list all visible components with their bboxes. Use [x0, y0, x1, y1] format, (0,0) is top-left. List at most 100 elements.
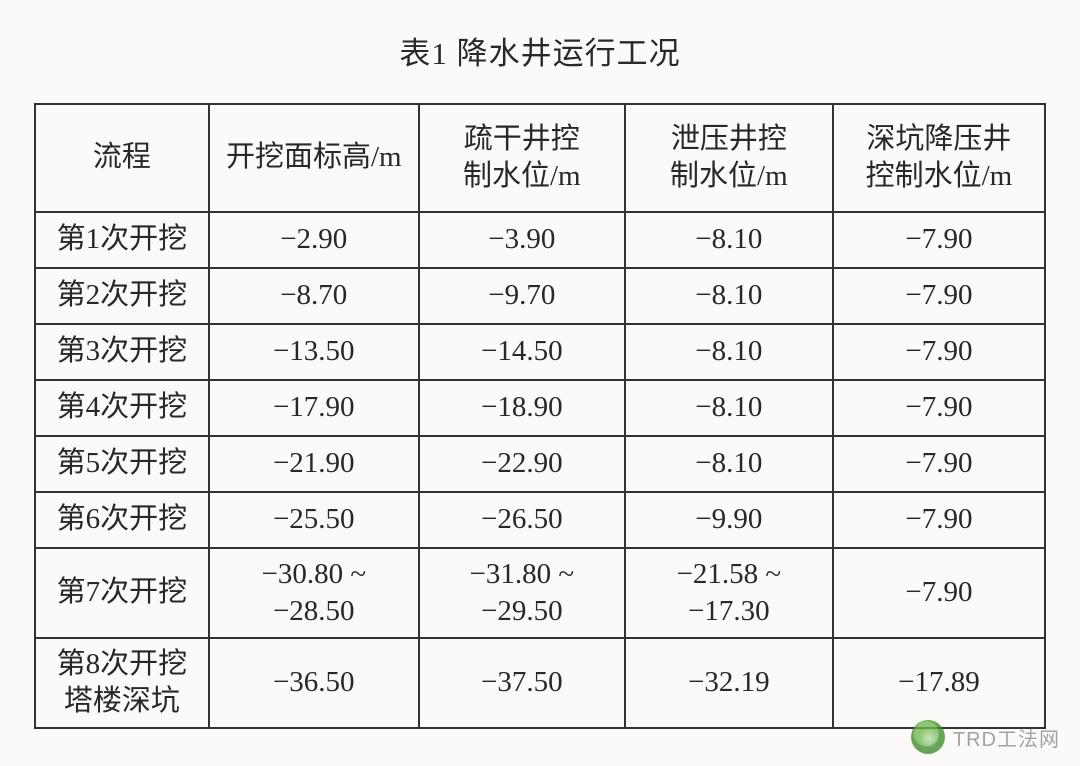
cell-text: −7.90: [905, 503, 972, 535]
header-row: 流程 开挖面标高/m 疏干井控制水位/m 泄压井控制水位/m 深坑降压井控制水位…: [35, 104, 1045, 212]
table-cell: −9.90: [625, 492, 833, 548]
cell-text: −9.90: [695, 503, 762, 535]
cell-text: −8.10: [695, 223, 762, 255]
table-cell: 第5次开挖: [35, 436, 209, 492]
table-row: 第5次开挖 −21.90 −22.90 −8.10 −7.90: [35, 436, 1045, 492]
table-cell: 第8次开挖塔楼深坑: [35, 638, 209, 728]
cell-text: −17.89: [898, 666, 980, 698]
watermark-text: TRD工法网: [953, 723, 1060, 752]
cell-text: −29.50: [481, 595, 563, 627]
cell-text: −32.19: [688, 666, 770, 698]
table-row: 第3次开挖 −13.50 −14.50 −8.10 −7.90: [35, 324, 1045, 380]
table-row: 第8次开挖塔楼深坑 −36.50 −37.50 −32.19 −17.89: [35, 638, 1045, 728]
table-cell: −17.90: [209, 380, 419, 436]
table-cell: −7.90: [833, 212, 1045, 268]
cell-text: −22.90: [481, 447, 563, 479]
table-cell: −17.89: [833, 638, 1045, 728]
cell-text: −17.90: [273, 391, 355, 423]
table-cell: −32.19: [625, 638, 833, 728]
cell-text: −30.80 ~: [261, 558, 366, 590]
table-cell: −30.80 ~ −28.50: [209, 548, 419, 638]
table-cell: −2.90: [209, 212, 419, 268]
cell-text: −13.50: [273, 335, 355, 367]
table-caption: 表1 降水井运行工况: [34, 28, 1046, 73]
table-cell: −8.10: [625, 324, 833, 380]
cell-text: −28.50: [273, 595, 355, 627]
col-deep-relief-well: 深坑降压井控制水位/m: [833, 104, 1045, 212]
cell-text: 第7次开挖: [57, 576, 188, 608]
table-body: 第1次开挖 −2.90 −3.90 −8.10 −7.90 第2次开挖 −8.70 −9.70…: [35, 212, 1045, 728]
cell-text: −7.90: [905, 576, 972, 608]
table-cell: −8.10: [625, 380, 833, 436]
watermark-logo-icon: [911, 720, 945, 754]
table-cell: 第2次开挖: [35, 268, 209, 324]
cell-text: −2.90: [280, 223, 347, 255]
cell-text: −7.90: [905, 335, 972, 367]
col-procedure: 流程: [35, 104, 209, 212]
cell-text: −9.70: [488, 279, 555, 311]
table-cell: −25.50: [209, 492, 419, 548]
cell-text: 塔楼深坑: [64, 685, 180, 717]
cell-text: −3.90: [488, 223, 555, 255]
table-cell: −8.10: [625, 268, 833, 324]
cell-text: −25.50: [273, 503, 355, 535]
table-cell: −7.90: [833, 548, 1045, 638]
table-cell: −14.50: [419, 324, 625, 380]
table-cell: 第6次开挖: [35, 492, 209, 548]
cell-text: 第1次开挖: [57, 223, 188, 255]
table-row: 第4次开挖 −17.90 −18.90 −8.10 −7.90: [35, 380, 1045, 436]
cell-text: −8.70: [280, 279, 347, 311]
cell-text: −7.90: [905, 279, 972, 311]
table-row: 第6次开挖 −25.50 −26.50 −9.90 −7.90: [35, 492, 1045, 548]
cell-text: 第8次开挖: [57, 648, 188, 680]
cell-text: −31.80 ~: [470, 558, 575, 590]
cell-text: 第5次开挖: [57, 447, 188, 479]
cell-text: −17.30: [688, 595, 770, 627]
cell-text: −8.10: [695, 447, 762, 479]
col-drain-well: 疏干井控制水位/m: [419, 104, 625, 212]
cell-text: −7.90: [905, 223, 972, 255]
table-row: 第2次开挖 −8.70 −9.70 −8.10 −7.90: [35, 268, 1045, 324]
col-excavation-elev: 开挖面标高/m: [209, 104, 419, 212]
table-cell: 第1次开挖: [35, 212, 209, 268]
cell-text: −21.90: [273, 447, 355, 479]
table-cell: −21.58 ~ −17.30: [625, 548, 833, 638]
cell-text: −8.10: [695, 391, 762, 423]
table-row: 第1次开挖 −2.90 −3.90 −8.10 −7.90: [35, 212, 1045, 268]
cell-text: −37.50: [481, 666, 563, 698]
table-cell: −8.10: [625, 212, 833, 268]
table-cell: −18.90: [419, 380, 625, 436]
col-relief-well: 泄压井控制水位/m: [625, 104, 833, 212]
cell-text: −36.50: [273, 666, 355, 698]
table-cell: −8.70: [209, 268, 419, 324]
table-cell: 第7次开挖: [35, 548, 209, 638]
table-cell: −21.90: [209, 436, 419, 492]
watermark: TRD工法网: [911, 720, 1060, 754]
table-cell: −36.50: [209, 638, 419, 728]
table-cell: −7.90: [833, 492, 1045, 548]
cell-text: −21.58 ~: [677, 558, 782, 590]
cell-text: 第6次开挖: [57, 503, 188, 535]
table-cell: −37.50: [419, 638, 625, 728]
cell-text: −7.90: [905, 391, 972, 423]
table-cell: −3.90: [419, 212, 625, 268]
page-root: 表1 降水井运行工况 流程 开挖面标高/m 疏干井控制水位/m 泄压井控制水位/…: [0, 0, 1080, 766]
table-cell: −31.80 ~ −29.50: [419, 548, 625, 638]
table-cell: −8.10: [625, 436, 833, 492]
table-cell: −7.90: [833, 268, 1045, 324]
cell-text: 第2次开挖: [57, 279, 188, 311]
table-cell: −26.50: [419, 492, 625, 548]
table-cell: −13.50: [209, 324, 419, 380]
cell-text: −26.50: [481, 503, 563, 535]
cell-text: −8.10: [695, 335, 762, 367]
dewatering-table: 流程 开挖面标高/m 疏干井控制水位/m 泄压井控制水位/m 深坑降压井控制水位…: [34, 103, 1046, 729]
cell-text: 第4次开挖: [57, 391, 188, 423]
table-cell: −22.90: [419, 436, 625, 492]
table-cell: −7.90: [833, 324, 1045, 380]
cell-text: −7.90: [905, 447, 972, 479]
cell-text: −14.50: [481, 335, 563, 367]
cell-text: 第3次开挖: [57, 335, 188, 367]
table-cell: −7.90: [833, 380, 1045, 436]
table-cell: −7.90: [833, 436, 1045, 492]
table-row: 第7次开挖 −30.80 ~ −28.50 −31.80 ~ −29.50 −21.58 …: [35, 548, 1045, 638]
